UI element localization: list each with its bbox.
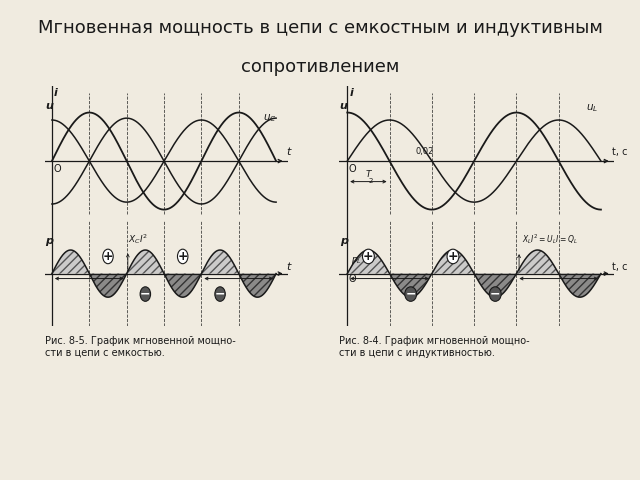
Text: $p_L$: $p_L$ [351,255,362,266]
Text: Мгновенная мощность в цепи с емкостным и индуктивным: Мгновенная мощность в цепи с емкостным и… [38,19,602,37]
Text: t, c: t, c [612,262,628,272]
Text: p: p [45,236,53,246]
Text: Рис. 8-4. График мгновенной мощно-
сти в цепи с индуктивностью.: Рис. 8-4. График мгновенной мощно- сти в… [339,336,530,358]
Text: +: + [177,250,188,263]
Text: $u_L$: $u_L$ [586,103,598,114]
Text: сопротивлением: сопротивлением [241,58,399,76]
Text: $X_C I^2$: $X_C I^2$ [128,232,148,246]
Text: T: T [365,170,371,179]
Text: t: t [286,147,291,157]
Text: i: i [350,88,354,98]
Text: i: i [54,88,58,98]
Text: $X_L I^2{=}U_L I{=}Q_L$: $X_L I^2{=}U_L I{=}Q_L$ [522,232,577,246]
Circle shape [447,249,459,264]
Text: $u_C$: $u_C$ [262,112,276,124]
Circle shape [490,287,501,301]
Text: O: O [53,164,61,174]
Text: +: + [363,250,374,263]
Text: p: p [340,236,348,246]
Text: −: − [140,288,150,300]
Circle shape [362,249,374,264]
Circle shape [215,287,225,301]
Text: t: t [286,262,291,272]
Text: +: + [102,250,113,263]
Text: u: u [45,101,53,111]
Text: +: + [447,250,458,263]
Text: t, c: t, c [612,147,628,157]
Text: −: − [215,288,225,300]
Text: 2: 2 [369,179,372,184]
Text: 0,02: 0,02 [416,146,435,156]
Text: −: − [406,288,416,300]
Text: Рис. 8-5. График мгновенной мощно-
сти в цепи с емкостью.: Рис. 8-5. График мгновенной мощно- сти в… [45,336,236,358]
Circle shape [177,249,188,264]
Circle shape [140,287,150,301]
Text: O: O [349,164,356,174]
Text: u: u [340,101,348,111]
Text: O: O [349,274,356,284]
Circle shape [404,287,417,301]
Text: −: − [490,288,500,300]
Circle shape [103,249,113,264]
